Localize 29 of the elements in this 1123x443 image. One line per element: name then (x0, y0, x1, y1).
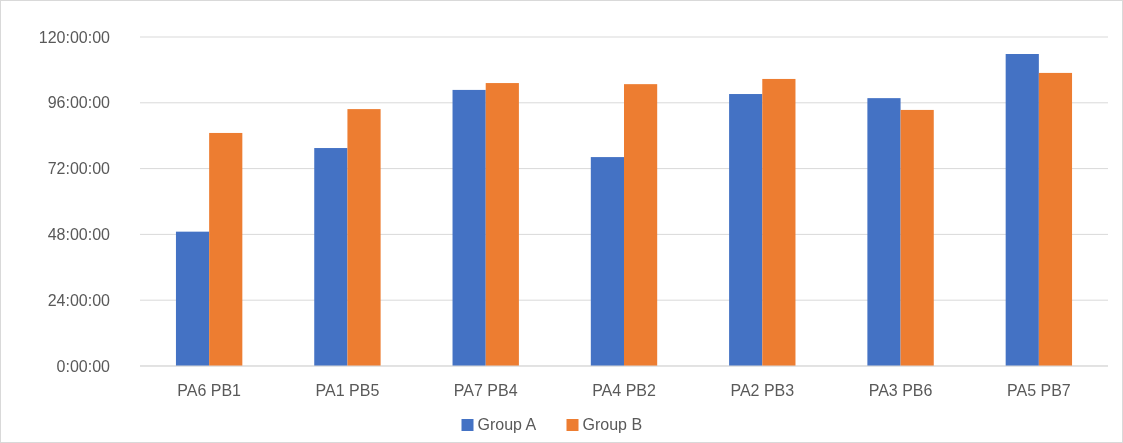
y-tick-label: 24:00:00 (47, 291, 111, 309)
bar (485, 83, 519, 366)
legend-label: Group A (477, 416, 537, 433)
bar (624, 84, 658, 366)
y-tick-label: 120:00:00 (38, 28, 111, 46)
x-tick-label: PA3 PB6 (868, 382, 933, 399)
x-tick-label: PA5 PB7 (1006, 382, 1071, 399)
bar (209, 132, 243, 366)
y-tick-label: 96:00:00 (47, 94, 111, 112)
bar (175, 231, 210, 366)
bar (900, 109, 934, 366)
bar (452, 89, 486, 366)
bar (729, 94, 763, 366)
bar (1038, 72, 1073, 366)
bar (1005, 54, 1039, 366)
x-tick-label: PA4 PB2 (592, 382, 656, 399)
y-tick-label: 72:00:00 (47, 160, 111, 178)
bar (867, 98, 901, 366)
bar (314, 148, 348, 366)
bar (590, 157, 624, 366)
x-tick-label: PA6 PB1 (177, 382, 242, 399)
bar (347, 109, 381, 366)
x-tick-label: PA2 PB3 (730, 382, 795, 399)
y-tick-label: 0:00:00 (56, 357, 111, 375)
x-tick-label: PA7 PB4 (453, 382, 518, 399)
legend-label: Group B (582, 416, 643, 433)
y-tick-label: 48:00:00 (47, 226, 111, 243)
bar (762, 78, 796, 366)
x-tick-label: PA1 PB5 (315, 382, 380, 399)
